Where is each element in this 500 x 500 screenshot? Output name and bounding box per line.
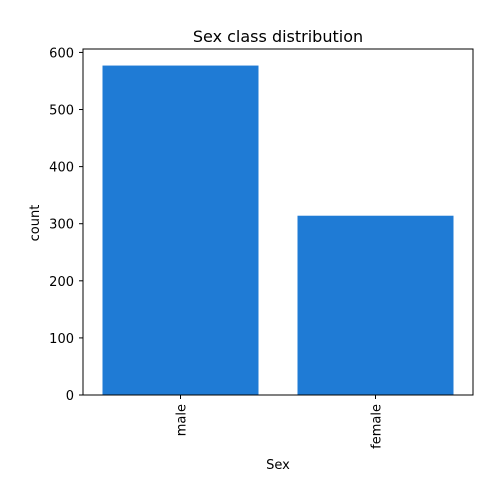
x-axis: male female <box>175 395 385 449</box>
plot-frame <box>82 48 474 396</box>
chart-title: Sex class distribution <box>193 27 363 46</box>
y-axis: 0 100 200 300 400 500 600 <box>49 46 83 404</box>
y-axis-title: count <box>28 205 43 242</box>
bar-female <box>297 215 454 395</box>
x-tick-label-male: male <box>175 404 190 436</box>
y-tick-label: 100 <box>49 332 74 347</box>
x-axis-title: Sex <box>266 458 290 473</box>
y-tick-label: 600 <box>49 46 74 61</box>
y-tick-label: 500 <box>49 104 74 119</box>
y-tick-label: 0 <box>66 389 74 404</box>
y-tick-label: 400 <box>49 161 74 176</box>
x-tick-label-female: female <box>370 404 385 449</box>
y-tick-label: 200 <box>49 275 74 290</box>
bar-male <box>102 65 259 396</box>
bars-group <box>102 65 454 396</box>
y-tick-label: 300 <box>49 218 74 233</box>
